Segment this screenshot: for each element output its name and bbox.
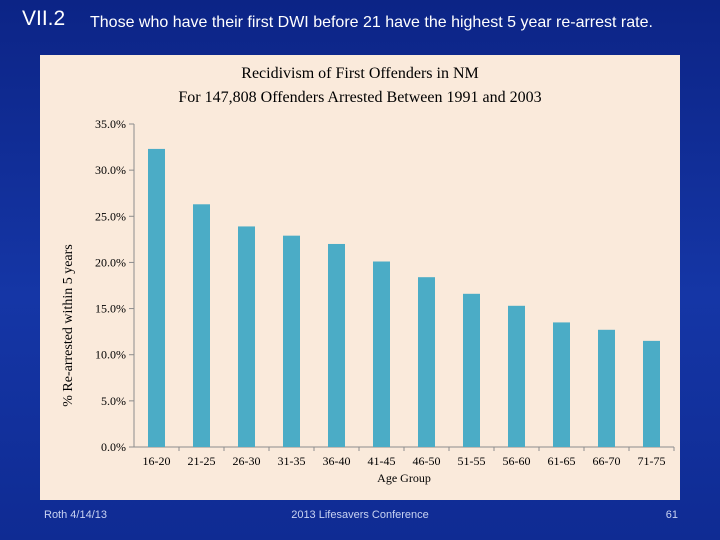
y-tick-label: 25.0% bbox=[95, 209, 126, 223]
x-tick-label: 26-30 bbox=[233, 454, 261, 468]
x-tick-label: 16-20 bbox=[143, 454, 171, 468]
x-tick-label: 46-50 bbox=[413, 454, 441, 468]
x-tick-label: 56-60 bbox=[503, 454, 531, 468]
y-tick-label: 5.0% bbox=[101, 394, 126, 408]
bar bbox=[418, 277, 435, 447]
x-axis-title: Age Group bbox=[377, 471, 431, 485]
y-tick-label: 10.0% bbox=[95, 348, 126, 362]
x-tick-label: 31-35 bbox=[278, 454, 306, 468]
footer-author-date: Roth 4/14/13 bbox=[44, 509, 107, 521]
x-tick-label: 41-45 bbox=[368, 454, 396, 468]
bar bbox=[553, 322, 570, 447]
bar bbox=[463, 293, 480, 447]
x-tick-label: 51-55 bbox=[458, 454, 486, 468]
y-tick-label: 35.0% bbox=[95, 117, 126, 131]
x-tick-label: 36-40 bbox=[323, 454, 351, 468]
bar bbox=[643, 340, 660, 447]
bar bbox=[193, 204, 210, 447]
bar bbox=[328, 243, 345, 447]
x-tick-label: 21-25 bbox=[188, 454, 216, 468]
x-tick-label: 71-75 bbox=[638, 454, 666, 468]
slide-heading: Those who have their first DWI before 21… bbox=[90, 14, 653, 31]
chart-panel: Recidivism of First Offenders in NM For … bbox=[40, 55, 680, 500]
bar bbox=[508, 305, 525, 447]
y-tick-label: 20.0% bbox=[95, 255, 126, 269]
footer-page-number: 61 bbox=[665, 509, 678, 521]
x-tick-label: 66-70 bbox=[593, 454, 621, 468]
bar bbox=[148, 148, 165, 447]
y-axis-title: % Re-arrested within 5 years bbox=[61, 244, 76, 407]
y-tick-label: 0.0% bbox=[101, 440, 126, 454]
slide-number-label: VII.2 bbox=[22, 7, 66, 30]
bar bbox=[283, 235, 300, 447]
bar bbox=[373, 261, 390, 447]
y-tick-label: 15.0% bbox=[95, 302, 126, 316]
bar bbox=[238, 226, 255, 447]
bar bbox=[598, 329, 615, 447]
x-tick-label: 61-65 bbox=[548, 454, 576, 468]
footer-conference: 2013 Lifesavers Conference bbox=[291, 509, 429, 521]
bar-chart: 0.0% 5.0% 10.0% 15.0% 20.0% 25.0% 30.0% 35.0% 16… bbox=[61, 117, 675, 485]
chart-subtitle: For 147,808 Offenders Arrested Between 1… bbox=[178, 89, 542, 106]
y-tick-label: 30.0% bbox=[95, 163, 126, 177]
chart-title: Recidivism of First Offenders in NM bbox=[241, 65, 479, 82]
